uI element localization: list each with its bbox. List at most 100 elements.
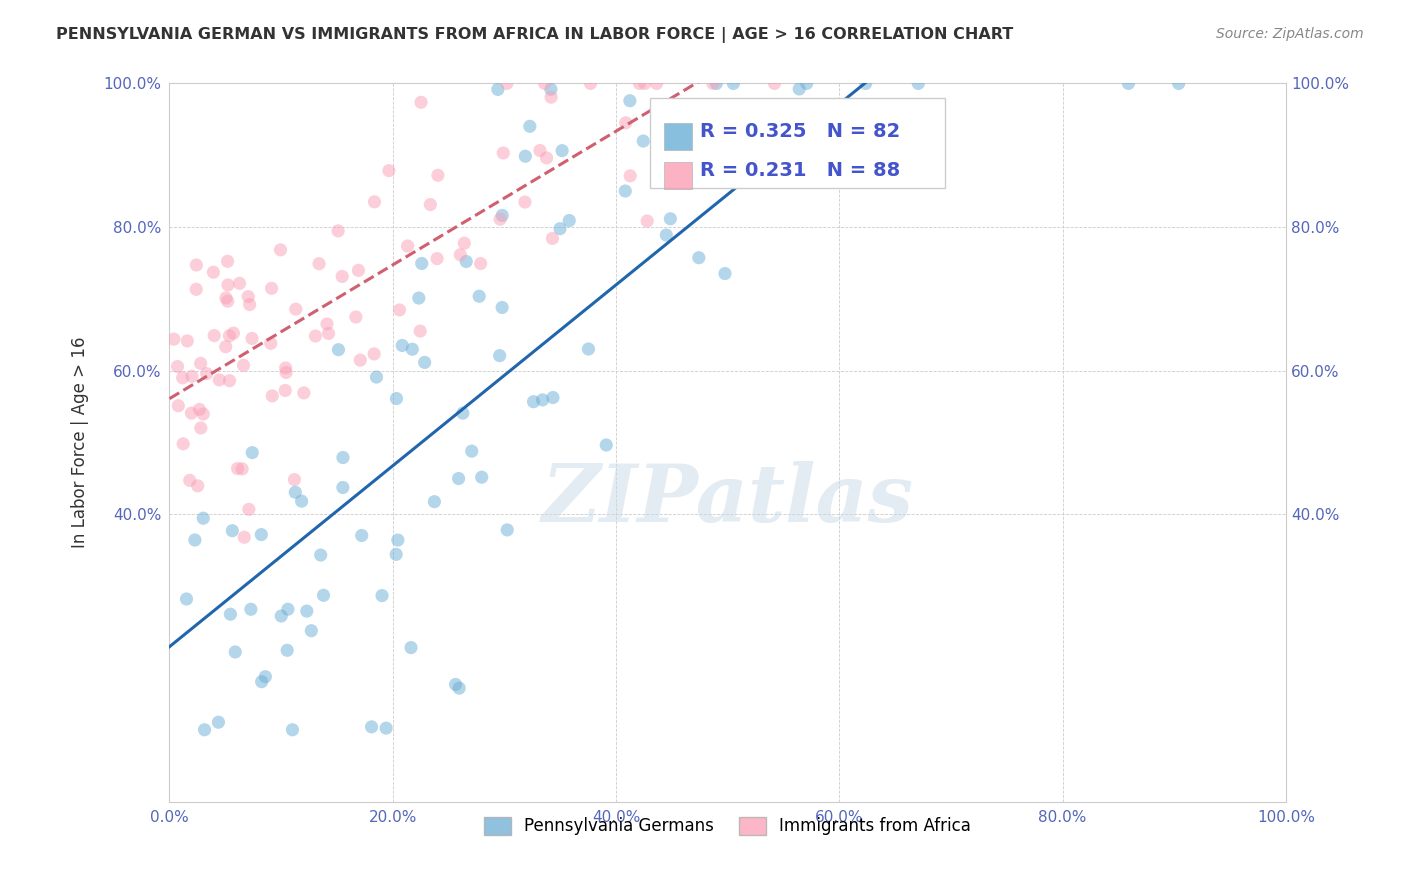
Point [240, 445, 263, 459]
Point [332, 480, 354, 494]
Point [634, 77, 657, 91]
Point [312, 588, 335, 602]
Point [250, 674, 273, 689]
Point [522, 394, 544, 409]
Point [513, 195, 536, 210]
Y-axis label: In Labor Force | Age > 16: In Labor Force | Age > 16 [72, 337, 89, 549]
Point [1167, 77, 1189, 91]
Point [486, 82, 509, 96]
Point [787, 82, 810, 96]
Point [202, 265, 225, 279]
Point [283, 473, 305, 487]
Point [238, 290, 260, 304]
Point [614, 116, 637, 130]
Point [659, 211, 682, 226]
Point [541, 231, 564, 245]
Point [221, 524, 243, 538]
Point [363, 347, 385, 361]
Point [326, 224, 349, 238]
Point [409, 95, 432, 110]
Point [344, 310, 367, 324]
Point [190, 421, 212, 435]
Point [304, 329, 326, 343]
Point [219, 607, 242, 622]
Point [399, 640, 422, 655]
Point [636, 214, 658, 228]
Point [723, 77, 745, 91]
Point [239, 297, 262, 311]
Point [551, 144, 574, 158]
Point [240, 331, 263, 345]
Point [714, 267, 737, 281]
Point [409, 324, 432, 338]
Point [262, 389, 284, 403]
Point [181, 369, 204, 384]
Point [180, 406, 202, 420]
Point [184, 533, 207, 547]
Point [444, 677, 467, 691]
Point [419, 197, 441, 211]
Point [309, 548, 332, 562]
Point [408, 291, 430, 305]
Point [254, 670, 277, 684]
Point [491, 208, 513, 222]
Point [579, 77, 602, 91]
Point [470, 256, 492, 270]
Point [274, 366, 297, 380]
Point [172, 437, 194, 451]
Point [176, 592, 198, 607]
Point [704, 102, 727, 116]
Point [360, 720, 382, 734]
Point [260, 336, 283, 351]
Point [461, 444, 484, 458]
Point [347, 263, 370, 277]
Point [308, 257, 330, 271]
Point [413, 355, 436, 369]
Point [224, 645, 246, 659]
Point [292, 385, 315, 400]
Point [284, 485, 307, 500]
Point [330, 269, 353, 284]
Point [763, 77, 786, 91]
Point [423, 494, 446, 508]
Point [167, 399, 190, 413]
Point [316, 317, 339, 331]
Point [274, 384, 297, 398]
Point [740, 105, 762, 120]
Point [239, 602, 262, 616]
Point [744, 138, 766, 153]
Point [366, 370, 388, 384]
Point [228, 277, 250, 291]
Point [558, 213, 581, 227]
Point [541, 391, 564, 405]
Point [633, 134, 655, 148]
Point [531, 392, 554, 407]
Point [281, 723, 304, 737]
Point [363, 194, 385, 209]
Point [202, 328, 225, 343]
Point [471, 470, 494, 484]
Point [702, 77, 724, 91]
Point [536, 151, 558, 165]
Point [614, 184, 637, 198]
Point [907, 77, 929, 91]
Text: PENNSYLVANIA GERMAN VS IMMIGRANTS FROM AFRICA IN LABOR FORCE | AGE > 16 CORRELAT: PENNSYLVANIA GERMAN VS IMMIGRANTS FROM A… [56, 27, 1014, 43]
Point [492, 146, 515, 161]
Point [371, 589, 394, 603]
Point [176, 334, 198, 348]
Point [385, 392, 408, 406]
Point [496, 77, 519, 91]
Point [489, 212, 512, 227]
FancyBboxPatch shape [664, 162, 692, 189]
Point [166, 359, 188, 374]
Point [226, 461, 249, 475]
Point [515, 149, 537, 163]
Point [215, 291, 238, 305]
Point [318, 326, 340, 341]
Point [426, 168, 449, 182]
Text: R = 0.325   N = 82: R = 0.325 N = 82 [700, 121, 900, 141]
Point [540, 90, 562, 104]
Point [619, 94, 641, 108]
Point [411, 256, 433, 270]
Point [233, 530, 256, 544]
